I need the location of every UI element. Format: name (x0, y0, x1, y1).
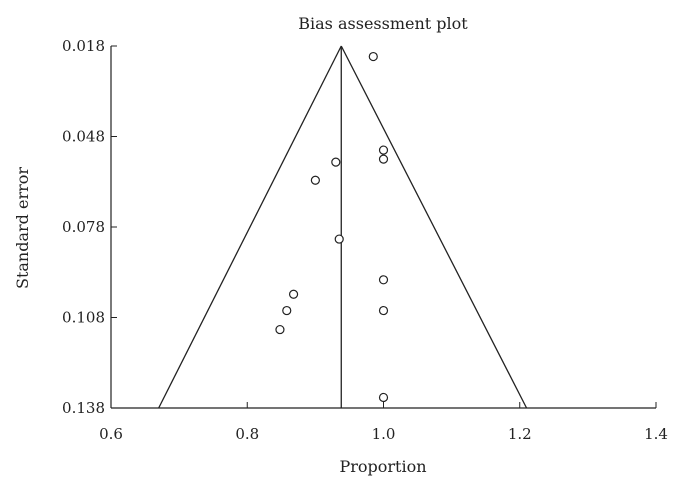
y-tick-label: 0.048 (62, 128, 105, 146)
chart-title: Bias assessment plot (298, 14, 468, 33)
data-point (310, 175, 320, 185)
data-point (331, 157, 341, 167)
y-tick-label: 0.078 (62, 218, 105, 236)
x-axis-label: Proportion (339, 457, 426, 476)
axes: 0.018 0.048 0.078 0.108 0.138 0.6 0.8 1.0 1.2 1.4 (62, 37, 668, 443)
data-point (368, 51, 378, 62)
data-point (275, 324, 285, 335)
x-tick-label: 0.6 (99, 425, 123, 443)
data-point (288, 289, 299, 299)
x-tick-label: 0.8 (235, 425, 259, 443)
y-axis-label: Standard error (13, 167, 32, 289)
data-point (334, 234, 344, 244)
data-point (378, 145, 389, 155)
data-point (378, 154, 389, 164)
y-tick-label: 0.138 (62, 399, 105, 417)
x-tick-label: 1.2 (508, 425, 532, 443)
funnel-lines (158, 45, 528, 409)
funnel-left-line (158, 45, 342, 409)
data-point (378, 275, 389, 285)
data-point (282, 305, 292, 316)
funnel-right-line (340, 45, 528, 409)
y-tick-label: 0.018 (62, 37, 105, 55)
x-tick-label: 1.4 (644, 425, 668, 443)
data-points (275, 51, 389, 403)
data-point (378, 305, 389, 316)
x-tick-label: 1.0 (372, 425, 396, 443)
y-tick-label: 0.108 (62, 309, 105, 327)
data-point (378, 392, 389, 403)
